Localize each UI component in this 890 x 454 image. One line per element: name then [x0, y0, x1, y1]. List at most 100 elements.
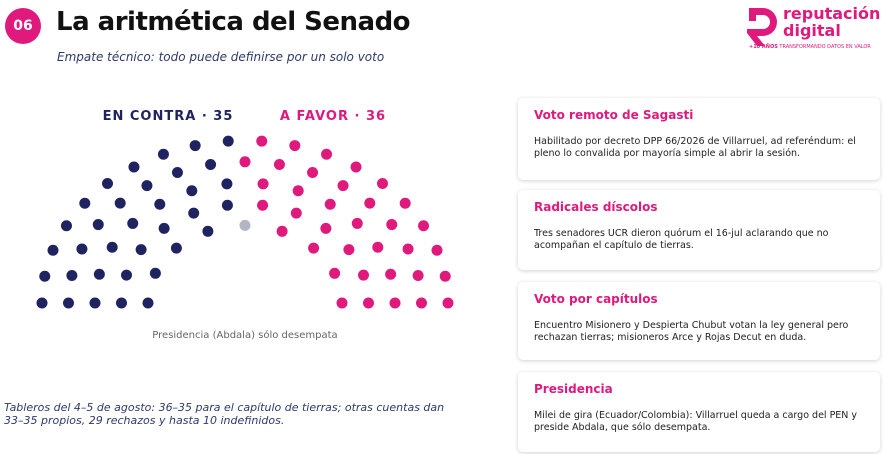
seat: [222, 135, 234, 147]
seat: [239, 219, 251, 231]
legend-favor: A FAVOR · 36: [280, 109, 386, 124]
seat: [402, 243, 414, 255]
seat: [357, 269, 369, 281]
tagline-bold: +10 AÑOS: [749, 43, 778, 50]
seat: [60, 220, 72, 232]
seat: [350, 161, 362, 173]
seat: [141, 180, 153, 192]
seat: [337, 180, 349, 192]
seat: [157, 148, 169, 160]
title: La aritmética del Senado: [56, 7, 411, 37]
seat: [329, 267, 341, 279]
seat: [39, 270, 51, 282]
card: Presidencia Milei de gira (Ecuador/Colomb…: [518, 372, 880, 452]
card-text: Habilitado por decreto DPP 66/2026 de Vi…: [534, 136, 856, 159]
seat: [89, 297, 101, 309]
seat: [76, 243, 88, 255]
seat: [320, 222, 332, 234]
seat: [324, 198, 336, 210]
seat: [385, 268, 397, 280]
subtitle: Empate técnico: todo puede definirse por…: [57, 50, 385, 64]
seat: [47, 244, 59, 256]
card: Voto por capítulos Encuentro Misionero y …: [518, 282, 880, 360]
seat: [257, 178, 269, 190]
seat: [154, 198, 166, 210]
seat: [289, 140, 301, 152]
seat: [321, 148, 333, 160]
seat: [121, 269, 133, 281]
seat: [418, 220, 430, 232]
seat: [307, 167, 319, 179]
chart-caption: Presidencia (Abdala) sólo desempata: [152, 329, 337, 341]
seat: [93, 268, 105, 280]
logo-line2: digital: [783, 21, 841, 40]
seat: [36, 297, 48, 309]
seat: [343, 244, 355, 256]
seat: [308, 242, 320, 254]
seat: [363, 297, 374, 309]
tagline-text: TRANSFORMANDO DATOS EN VALOR: [778, 44, 871, 50]
logo-line1: reputación: [783, 4, 880, 23]
seat: [399, 197, 411, 209]
seat: [376, 178, 388, 190]
card-text: Milei de gira (Ecuador/Colombia): Villar…: [534, 410, 858, 433]
seat: [205, 159, 217, 171]
seat: [276, 225, 288, 237]
footnote: Tableros del 4–5 de agosto: 36–35 para e…: [4, 401, 445, 427]
seat: [336, 297, 348, 309]
seat: [239, 156, 251, 168]
card: Radicales díscolos Tres senadores UCR die…: [518, 190, 880, 270]
card-title: Voto por capítulos: [534, 292, 658, 306]
seat: [188, 207, 200, 219]
seat: [442, 297, 454, 309]
card-title: Radicales díscolos: [534, 200, 658, 214]
card-text: Encuentro Misionero y Despierta Chubut v…: [534, 320, 849, 343]
seat: [158, 222, 170, 234]
seat: [221, 178, 233, 190]
legend-contra: EN CONTRA · 35: [103, 109, 234, 124]
seat: [79, 197, 91, 209]
seat: [171, 167, 183, 179]
seat: [412, 269, 424, 281]
card: Voto remoto de Sagasti Habilitado por dec…: [518, 98, 880, 180]
seat: [257, 199, 269, 211]
seat: [273, 159, 285, 171]
seat: [92, 219, 104, 231]
parliament-chart: EN CONTRA · 35 A FAVOR · 36 Presidencia …: [36, 109, 454, 341]
logo: reputación digital +10 AÑOS TRANSFORMAND…: [747, 4, 880, 50]
section-badge: 06: [5, 8, 41, 44]
seat: [128, 161, 140, 173]
seat: [149, 267, 161, 279]
seat: [292, 185, 304, 197]
seat: [416, 297, 427, 309]
seat: [135, 244, 147, 256]
seat: [66, 269, 78, 281]
seat: [142, 297, 154, 309]
card-title: Voto remoto de Sagasti: [534, 108, 694, 122]
logo-tagline: +10 AÑOS TRANSFORMANDO DATOS EN VALOR: [749, 43, 871, 50]
card-text: Tres senadores UCR dieron quórum el 16-j…: [534, 228, 829, 251]
seat: [256, 135, 268, 147]
seat: [202, 225, 214, 237]
seat: [186, 185, 198, 197]
seat: [102, 178, 114, 190]
seat: [351, 217, 363, 229]
seat: [372, 241, 384, 253]
card-title: Presidencia: [534, 382, 613, 396]
seat: [116, 297, 127, 309]
seat: [364, 197, 376, 209]
seat: [127, 217, 139, 229]
seat: [221, 199, 233, 211]
seat: [431, 244, 443, 256]
seat: [114, 197, 126, 209]
seat: [189, 140, 201, 152]
seat: [389, 297, 401, 309]
seat: [439, 270, 451, 282]
seat: [290, 207, 302, 219]
seat: [386, 219, 398, 231]
logo-mark: [747, 8, 777, 46]
seat: [63, 297, 74, 309]
seat: [106, 241, 118, 253]
seat: [170, 242, 182, 254]
